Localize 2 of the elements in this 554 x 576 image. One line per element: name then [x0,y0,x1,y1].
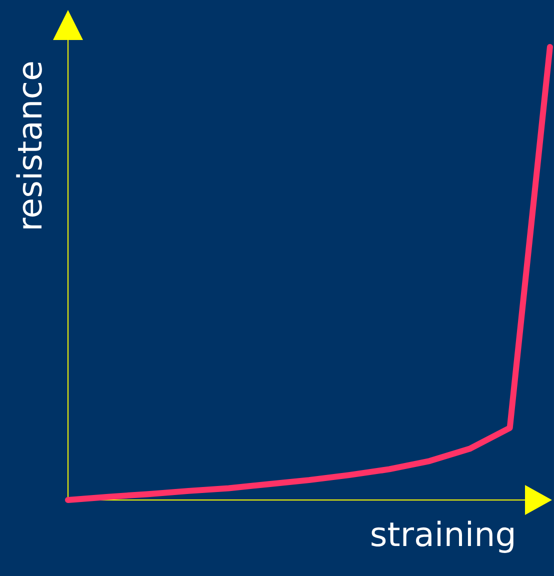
y-axis-title: resistance [16,62,42,228]
x-axis-title: straining [372,520,514,553]
